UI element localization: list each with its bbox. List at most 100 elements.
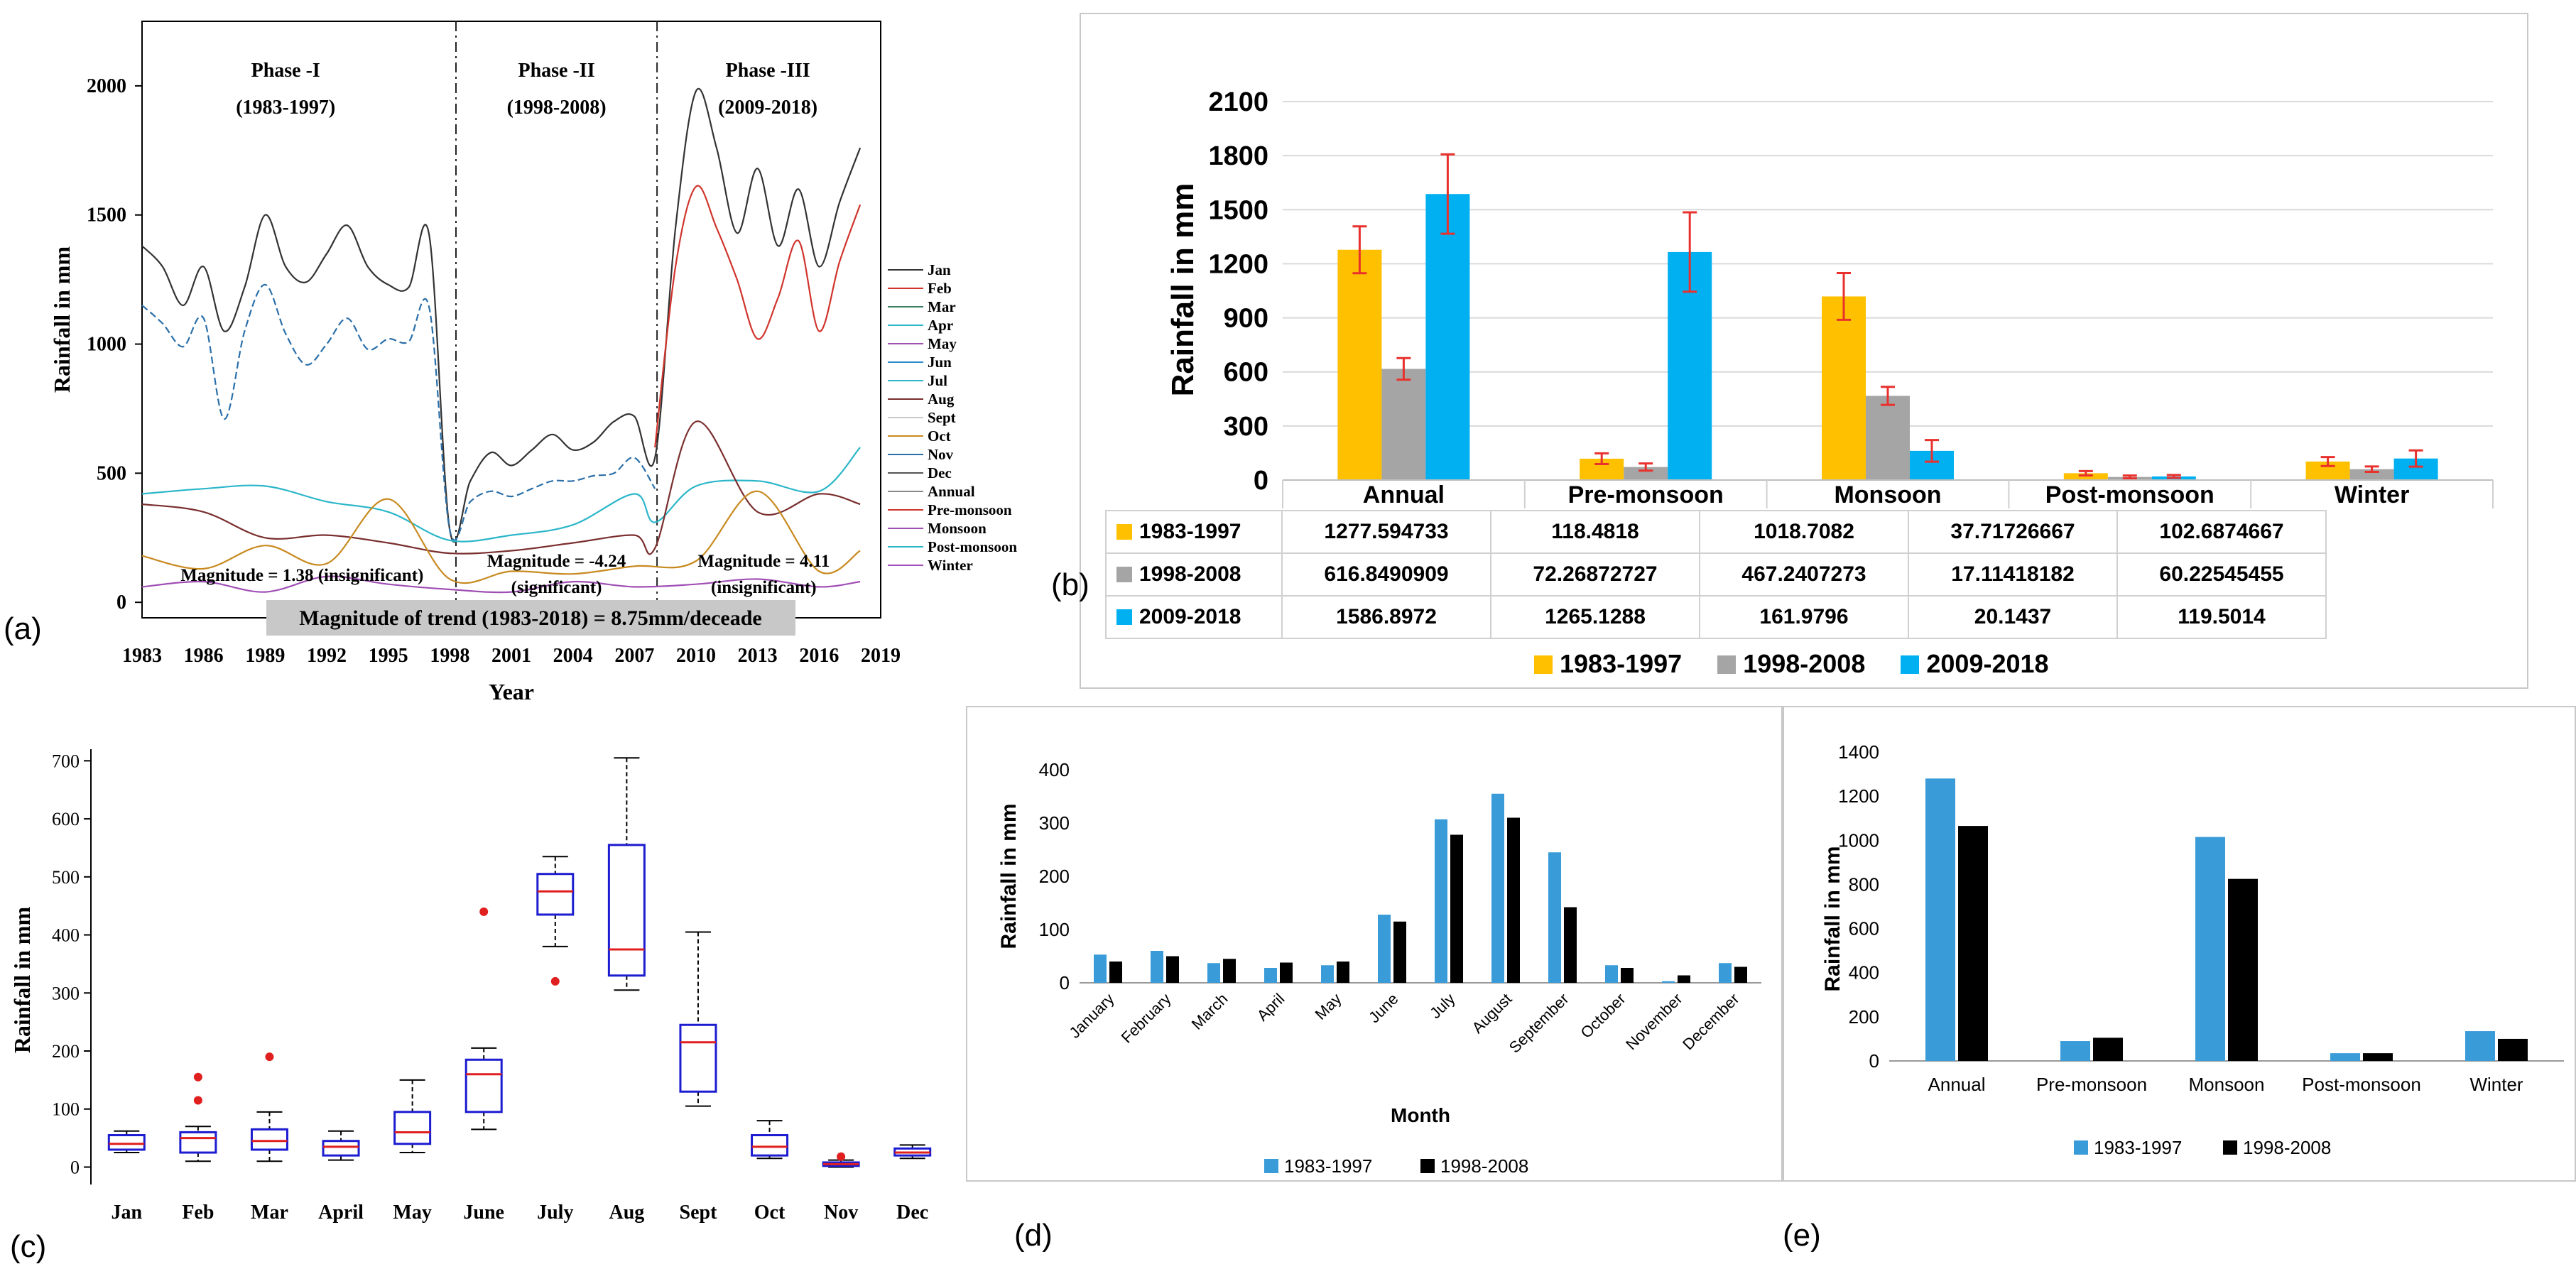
bar [1207,963,1220,983]
y-tick-label: 600 [1849,918,1879,940]
bar [1925,778,1955,1061]
panel-e: 0 200 400 600 800 1000 1200 1400 Rainfall in mm A… [1783,706,2576,1267]
y-tick-label: 1500 [1208,195,1268,225]
y-tick-label: 1000 [1838,829,1879,851]
y-tick-label: 500 [52,867,80,888]
table-cell: 1277.594733 [1281,510,1491,554]
legend-item: 1998-2008 [1717,649,1865,679]
x-tick-label: Dec [896,1202,928,1224]
annotation: Magnitude = 1.38 (insignificant) [180,566,423,585]
panel-label: (c) [10,1229,46,1264]
y-tick-label: 200 [1039,866,1070,887]
table-row: 2009-2018 1586.8972 1265.1288 161.9796 2… [1105,595,2327,639]
x-tick-label: Mar [251,1202,288,1224]
y-tick-label: 300 [1224,412,1268,442]
legend-swatch [1116,609,1132,625]
series-line-feb [141,283,656,541]
table-row: 1983-1997 1277.594733 118.4818 1018.7082… [1105,510,2327,554]
table-cell: 1586.8972 [1281,595,1491,639]
y-tick-label: 1500 [87,205,126,227]
x-tick-label: October [1577,990,1629,1042]
bar [1624,467,1668,480]
x-tick-label: Monsoon [2189,1074,2265,1095]
bar [1151,951,1163,983]
box [179,1131,217,1154]
box [464,1058,503,1113]
legend-label: Monsoon [928,520,987,537]
y-tick-label: 1000 [87,334,126,356]
table-row-label: 1983-1997 [1105,510,1283,554]
x-tick-label: Monsoon [1834,481,1941,508]
legend-label: Jan [928,261,951,278]
table-cell: 118.4818 [1490,510,1700,554]
legend-label: Annual [928,483,975,500]
y-tick-label: 300 [52,983,80,1003]
legend-label: Aug [928,391,955,408]
x-tick-label: 1989 [245,645,285,667]
y-tick-label: 400 [1039,759,1070,780]
table-cell: 20.1437 [1908,595,2118,639]
x-tick-label: Nov [824,1202,858,1224]
y-axis-label: Rainfall in mm [1821,846,1844,991]
x-tick-label: Annual [1928,1074,1986,1095]
y-tick-label: 400 [52,925,80,946]
table-cell: 119.5014 [2116,595,2327,639]
bar [2498,1038,2528,1061]
bar [1435,819,1447,983]
legend-label: 1983-1997 [2094,1137,2182,1158]
x-tick-label: June [463,1202,504,1224]
bar [1564,907,1577,983]
table-cell: 72.26872727 [1490,552,1700,597]
legend-label: 1998-2008 [1440,1155,1528,1177]
legend-swatch [1534,655,1553,674]
bar [1662,981,1675,983]
series-name: 1998-2008 [1139,562,1241,586]
y-tick-label: 900 [1224,304,1268,334]
bar [1381,369,1426,480]
chart-b: 0 300 600 900 1200 1500 1800 2100 Rainfall in mm… [1051,87,2494,602]
bar [2063,473,2108,480]
panel-d-frame [966,706,1783,1182]
trend-note-box [266,600,795,636]
legend-swatch [1116,524,1132,540]
panel-e-frame [1783,706,2576,1182]
table-cell: 60.22545455 [2116,552,2327,597]
outlier-point [550,976,560,986]
y-tick-label: 500 [97,462,126,484]
legend-b: 1983-1997 1998-2008 2009-2018 [1534,649,2077,679]
series-line-jun [141,490,861,584]
bar [1507,817,1520,983]
x-axis-label: Month [1391,1104,1450,1126]
series-name: 2009-2018 [1139,605,1241,628]
series-line-mar [654,185,862,448]
y-tick-label: 0 [116,592,126,614]
outlier-point [837,1152,846,1161]
table-cell: 467.2407273 [1699,552,1909,597]
data-table-b: 1983-1997 1277.594733 118.4818 1018.7082… [1105,510,2327,639]
x-tick-label: Feb [182,1202,214,1224]
x-tick-label: June [1365,990,1401,1026]
panel-label: (a) [4,611,42,646]
y-axis-label: Rainfall in mm [1165,183,1200,397]
x-tick-label: May [1311,990,1344,1023]
legend-label: 1983-1997 [1560,649,1683,678]
y-tick-label: 1800 [1208,141,1268,171]
y-tick-label: 1200 [1208,249,1268,279]
bar [1280,962,1293,983]
trend-note: Magnitude of trend (1983-2018) = 8.75mm/… [299,606,761,630]
phase-name: Phase -I [251,60,320,82]
x-tick-label: 2016 [799,645,839,667]
box [322,1140,360,1157]
phase-range: (1983-1997) [236,97,335,119]
legend-item: 1983-1997 [1534,649,1682,679]
phase-name: Phase -II [518,60,594,82]
table-cell: 17.11418182 [1908,552,2118,597]
bar [1094,954,1107,983]
x-tick-label: 2010 [676,645,716,667]
bar [1491,793,1504,983]
x-tick-label: 2007 [614,645,654,667]
bar [1337,962,1349,983]
x-tick-label: December [1679,990,1742,1053]
bar [1621,968,1634,983]
y-tick-label: 600 [52,809,80,829]
